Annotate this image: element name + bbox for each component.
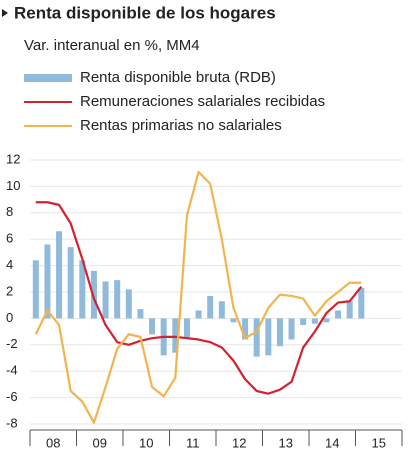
x-tick-label: 10	[139, 435, 153, 450]
bar	[195, 310, 202, 319]
x-tick-label: 08	[46, 435, 60, 450]
bar	[358, 288, 365, 319]
y-tick-label: 6	[6, 231, 13, 246]
x-tick-label: 09	[93, 435, 107, 450]
x-tick-label: 12	[232, 435, 246, 450]
y-tick-label: -2	[6, 336, 18, 351]
chart-title: Renta disponible de los hogares	[14, 3, 276, 22]
legend-label: Rentas primarias no salariales	[80, 117, 282, 134]
y-tick-label: 10	[6, 178, 20, 193]
bar	[56, 231, 63, 319]
bar	[172, 318, 179, 353]
bar	[149, 318, 156, 335]
y-tick-label: 8	[6, 204, 13, 219]
title-bullet	[2, 9, 8, 17]
bar	[183, 318, 190, 339]
bar	[276, 318, 283, 347]
bar	[90, 270, 97, 319]
legend-label: Renta disponible bruta (RDB)	[80, 69, 276, 86]
x-tick-label: 11	[186, 435, 200, 450]
bar	[102, 281, 109, 319]
y-tick-label: 12	[6, 151, 20, 166]
y-tick-label: 0	[6, 310, 13, 325]
bar	[311, 318, 318, 324]
y-tick-label: -4	[6, 363, 18, 378]
bar	[265, 318, 272, 356]
line	[35, 201, 363, 395]
y-tick-label: 2	[6, 283, 13, 298]
bar	[346, 301, 353, 319]
chart-subtitle: Var. interanual en %, MM4	[24, 37, 200, 54]
y-tick-label: -6	[6, 389, 18, 404]
y-tick-label: -8	[6, 415, 18, 430]
legend-swatch	[24, 74, 72, 82]
x-tick-label: 13	[279, 435, 293, 450]
bar	[230, 318, 237, 323]
bar	[67, 247, 74, 319]
bar	[218, 301, 225, 319]
bar	[323, 318, 330, 323]
bar	[32, 260, 39, 319]
bar	[335, 310, 342, 319]
bar	[288, 318, 295, 340]
bar	[242, 318, 249, 340]
x-tick-label: 15	[372, 435, 386, 450]
bar	[79, 260, 86, 319]
bar	[207, 295, 214, 319]
legend-label: Remuneraciones salariales recibidas	[80, 93, 325, 110]
bar	[44, 244, 51, 319]
x-tick-label: 14	[325, 435, 339, 450]
bar	[137, 309, 144, 319]
y-tick-label: 4	[6, 257, 13, 272]
bar	[125, 289, 132, 319]
bar	[300, 318, 307, 325]
line	[34, 170, 362, 424]
bar	[114, 280, 121, 319]
bar	[253, 318, 260, 357]
